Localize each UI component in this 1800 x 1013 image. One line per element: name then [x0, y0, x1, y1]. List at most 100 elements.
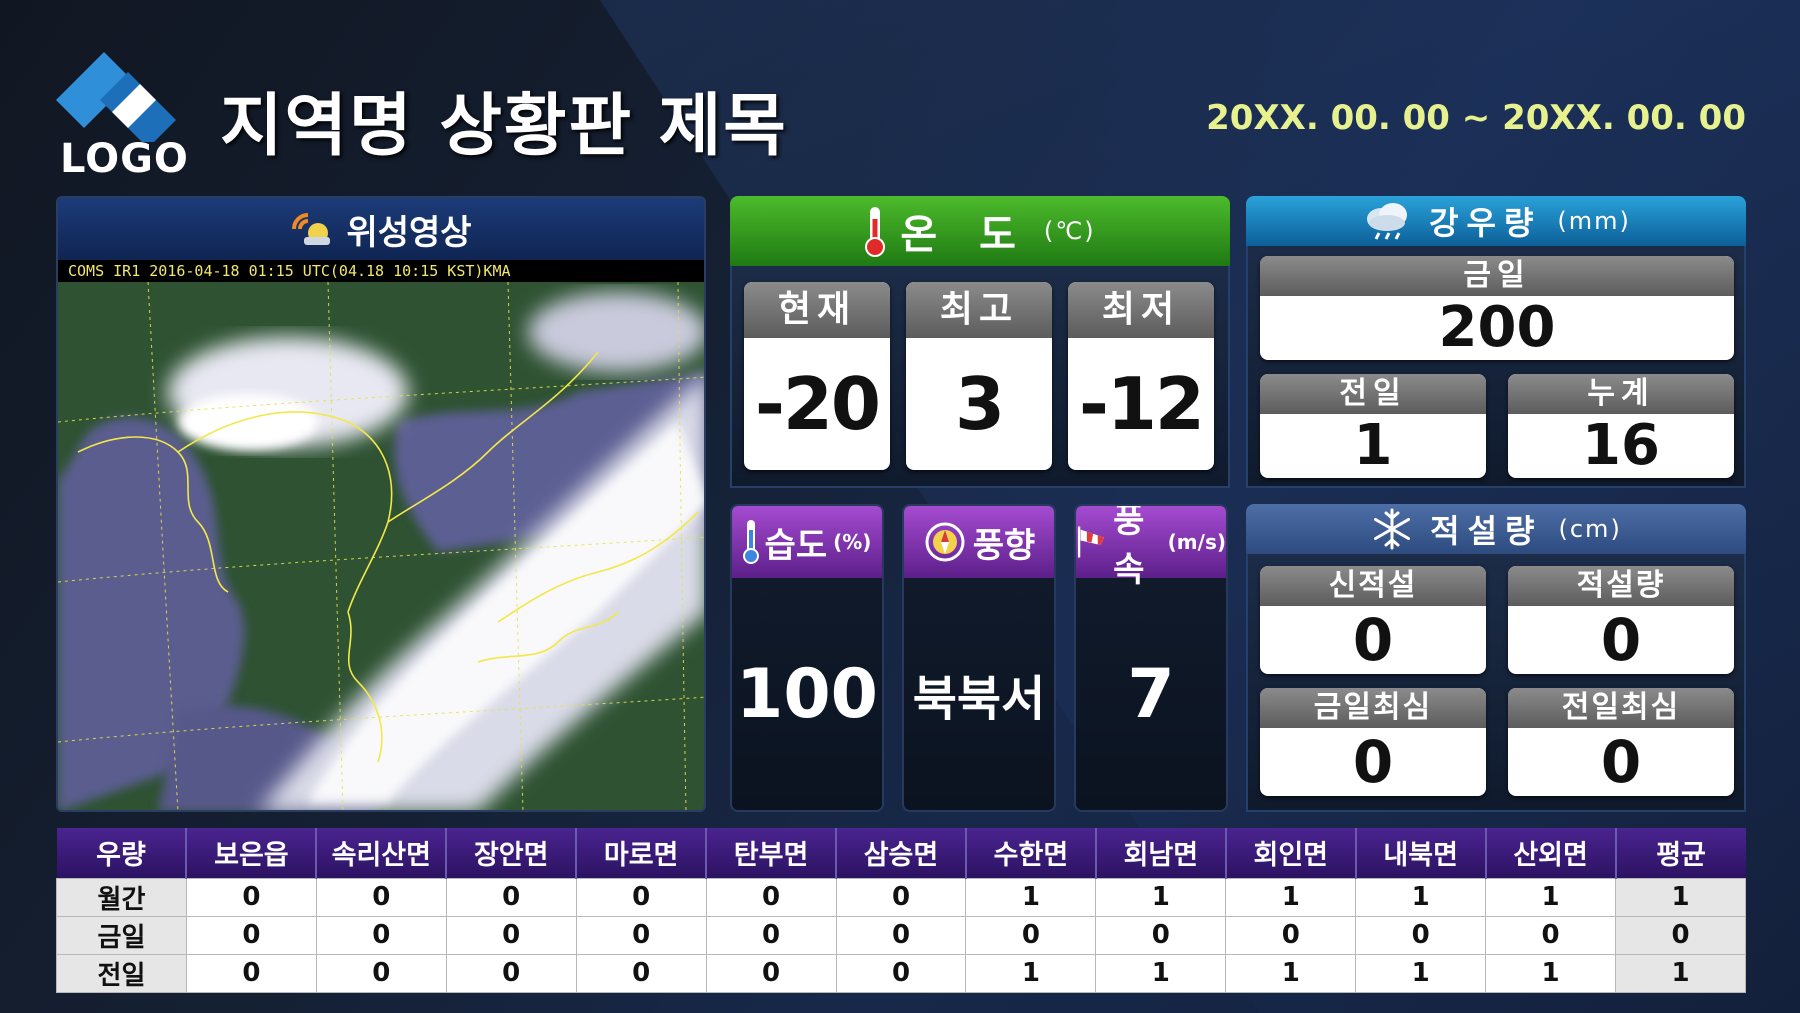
snowflake-icon [1374, 508, 1411, 550]
date-range: 20XX. 00. 00 ~ 20XX. 00. 00 [1206, 98, 1746, 138]
row-label: 금일 [56, 915, 187, 955]
table-cell: 0 [965, 915, 1097, 955]
snow-today-max-label: 금일최심 [1260, 688, 1486, 728]
table-cell: 0 [185, 877, 317, 917]
temp-min-label: 최저 [1068, 282, 1214, 338]
col-header: 탄부면 [706, 828, 838, 878]
temp-max-label: 최고 [906, 282, 1052, 338]
humidity-label: 습도 [764, 525, 828, 566]
temperature-unit: (℃) [1043, 217, 1096, 245]
table-cell: 1 [1355, 953, 1487, 993]
row-label: 전일 [56, 953, 187, 993]
table-cell: 1 [1485, 953, 1617, 993]
table-cell: 0 [1355, 915, 1487, 955]
col-header: 수한면 [965, 828, 1097, 878]
average-cell: 1 [1615, 877, 1746, 917]
wind-speed-unit: (m/s) [1167, 530, 1226, 554]
rain-today-box: 금일 200 [1260, 256, 1734, 360]
table-cell: 0 [705, 915, 837, 955]
average-cell: 1 [1615, 953, 1746, 993]
rain-total-value: 16 [1582, 413, 1660, 478]
table-cell: 0 [575, 953, 707, 993]
satellite-dish-icon [292, 213, 331, 245]
average-cell: 0 [1615, 915, 1746, 955]
table-cell: 1 [1095, 877, 1227, 917]
snow-today-max-box: 금일최심 0 [1260, 688, 1486, 796]
satellite-panel: 위성영상 COMS IR1 2016-04-18 01:15 UTC(04.18… [56, 196, 706, 812]
humidity-panel: 습도 (%) 100 [730, 504, 884, 812]
wind-direction-label: 풍향 [972, 525, 1036, 566]
col-header: 보은읍 [186, 828, 318, 878]
snow-depth-value: 0 [1600, 606, 1642, 674]
table-cell: 0 [315, 877, 447, 917]
humidity-header: 습도 (%) [732, 506, 882, 578]
cloud-rain-icon [1367, 203, 1408, 240]
humidity-unit: (%) [833, 530, 872, 554]
satellite-image[interactable] [58, 282, 704, 810]
table-cell: 0 [185, 915, 317, 955]
wind-speed-header: 풍속 (m/s) [1076, 506, 1226, 590]
table-cell: 0 [835, 953, 967, 993]
snow-title: 적설량 [1430, 512, 1543, 550]
table-header-row: 우량 보은읍 속리산면 장안면 마로면 탄부면 삼승면 수한면 회남면 회인면 … [56, 828, 1746, 878]
wind-speed-value: 7 [1127, 654, 1175, 734]
col-header: 장안면 [446, 828, 578, 878]
rain-total-label: 누계 [1508, 374, 1734, 414]
table-cell: 0 [1225, 915, 1357, 955]
table-cell: 0 [315, 953, 447, 993]
table-cell: 1 [1225, 877, 1357, 917]
snow-panel: 신적설 0 적설량 0 금일최심 0 전일최심 0 [1246, 554, 1746, 812]
rain-header: 강우량 (mm) [1246, 196, 1746, 246]
rain-title: 강우량 [1429, 204, 1542, 242]
satellite-caption: COMS IR1 2016-04-18 01:15 UTC(04.18 10:1… [58, 260, 704, 282]
snow-unit: (cm) [1558, 515, 1622, 543]
logo-mark-icon [56, 52, 176, 142]
temp-min-value: -12 [1078, 362, 1205, 446]
wind-direction-panel: 풍향 북북서 [902, 504, 1056, 812]
col-header: 삼승면 [836, 828, 967, 878]
snow-depth-label: 적설량 [1508, 566, 1734, 606]
table-cell: 0 [1095, 915, 1227, 955]
logo: LOGO [56, 52, 188, 182]
satellite-title: 위성영상 [346, 212, 472, 253]
snow-yesterday-max-label: 전일최심 [1508, 688, 1734, 728]
table-cell: 1 [965, 953, 1097, 993]
rain-yesterday-box: 전일 1 [1260, 374, 1486, 478]
rain-today-value: 200 [1438, 295, 1556, 360]
satellite-header: 위성영상 [58, 198, 704, 260]
col-header: 우량 [56, 828, 188, 878]
table-cell: 0 [445, 953, 577, 993]
table-cell: 1 [1095, 953, 1227, 993]
snow-depth-box: 적설량 0 [1508, 566, 1734, 674]
table-row: 월간 0 0 0 0 0 0 1 1 1 1 1 1 [56, 877, 1746, 917]
rain-today-label: 금일 [1260, 256, 1734, 296]
temp-current-card: 현재 -20 [744, 282, 890, 470]
row-label: 월간 [56, 877, 187, 917]
col-header: 산외면 [1485, 828, 1617, 878]
logo-text: LOGO [60, 136, 189, 182]
table-row: 금일 0 0 0 0 0 0 0 0 0 0 0 0 [56, 915, 1746, 955]
temp-max-card: 최고 3 [906, 282, 1052, 470]
table-cell: 0 [835, 915, 967, 955]
snow-today-max-value: 0 [1352, 728, 1394, 796]
table-cell: 0 [445, 915, 577, 955]
snow-new-value: 0 [1352, 606, 1394, 674]
wind-direction-value: 북북서 [912, 671, 1046, 727]
humidity-value: 100 [736, 654, 878, 734]
col-header: 속리산면 [316, 828, 448, 878]
temp-current-value: -20 [754, 362, 881, 446]
rain-panel: 금일 200 전일 1 누계 16 [1246, 246, 1746, 488]
table-cell: 0 [445, 877, 577, 917]
col-header: 마로면 [576, 828, 708, 878]
temperature-panel: 현재 -20 최고 3 최저 -12 [730, 266, 1230, 488]
snow-yesterday-max-value: 0 [1600, 728, 1642, 796]
table-cell: 0 [1485, 915, 1617, 955]
rain-unit: (mm) [1557, 207, 1631, 235]
rain-yesterday-label: 전일 [1260, 374, 1486, 414]
temp-max-value: 3 [954, 362, 1005, 446]
snow-new-label: 신적설 [1260, 566, 1486, 606]
table-cell: 1 [1355, 877, 1487, 917]
compass-icon [925, 522, 965, 562]
table-row: 전일 0 0 0 0 0 0 1 1 1 1 1 1 [56, 953, 1746, 993]
temp-current-label: 현재 [744, 282, 890, 338]
